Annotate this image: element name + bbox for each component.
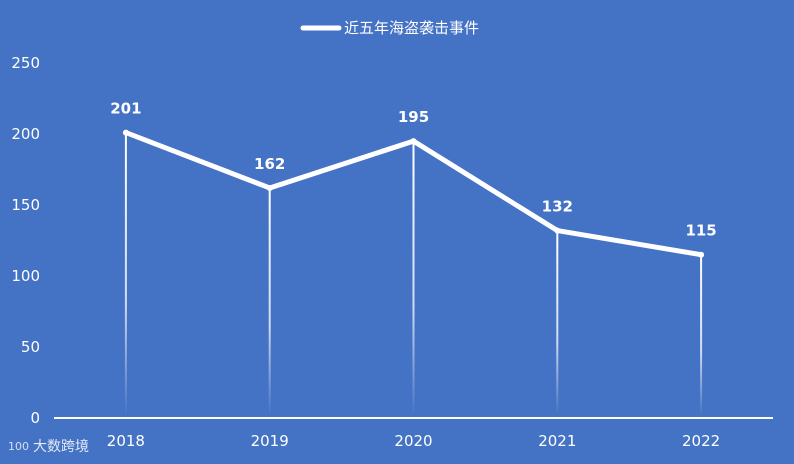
x-axis: 2018 2019 2020 2021 2022 [107, 432, 720, 450]
legend-label: 近五年海盗袭击事件 [344, 19, 479, 37]
data-label: 162 [254, 155, 285, 173]
y-tick-label: 200 [11, 125, 40, 143]
y-tick-label: 50 [21, 338, 40, 356]
data-label: 201 [110, 100, 141, 118]
x-tick-label: 2019 [251, 432, 289, 450]
drop-line [412, 141, 415, 416]
data-label: 195 [398, 108, 429, 126]
y-tick-label: 0 [30, 409, 40, 427]
x-tick-label: 2022 [682, 432, 720, 450]
data-labels: 201 162 195 132 115 [110, 100, 717, 240]
y-tick-label: 250 [11, 54, 40, 72]
data-point [698, 251, 705, 258]
data-point [122, 129, 129, 136]
y-axis: 0 50 100 150 200 250 [11, 54, 40, 427]
data-point [266, 184, 273, 191]
watermark: 100 大数跨境 [8, 436, 89, 456]
x-tick-label: 2020 [394, 432, 432, 450]
data-point [554, 227, 561, 234]
watermark-text: 大数跨境 [33, 439, 89, 455]
data-point [410, 138, 417, 145]
x-tick-label: 2021 [538, 432, 576, 450]
drop-line [124, 132, 127, 416]
drop-line [556, 230, 559, 416]
y-tick-label: 150 [11, 196, 40, 214]
drop-lines [124, 132, 703, 416]
data-label: 132 [542, 198, 573, 216]
series-line-group [122, 129, 705, 258]
drop-line [268, 187, 271, 416]
watermark-logo-icon: 100 [8, 439, 29, 453]
data-label: 115 [685, 222, 716, 240]
legend: 近五年海盗袭击事件 [300, 19, 479, 37]
x-tick-label: 2018 [107, 432, 145, 450]
y-tick-label: 100 [11, 267, 40, 285]
drop-line [700, 254, 703, 416]
